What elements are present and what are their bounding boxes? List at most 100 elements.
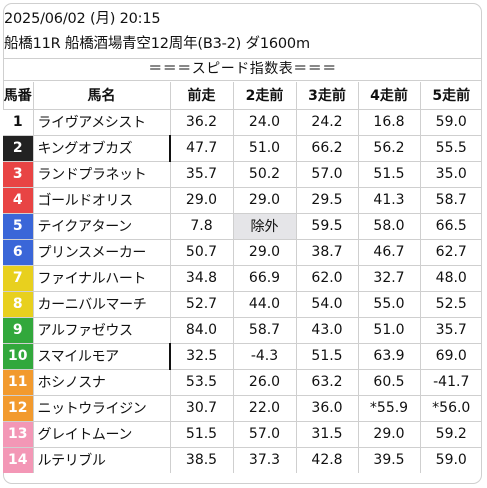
col-header-5back: 5走前 [419,82,482,110]
speed-index-1: 36.2 [169,108,234,136]
table-row: 13 グレイトムーン 51.5 57.0 31.5 29.0 59.2 [3,420,482,448]
speed-index-2: -4.3 [232,342,297,370]
speed-index-3: 42.8 [295,446,359,473]
speed-index-2: 29.0 [232,186,297,214]
horse-name: カーニバルマーチ [32,290,171,318]
table-row: 9 アルファゼウス 84.0 58.7 43.0 51.0 35.7 [3,316,482,344]
speed-index-1: 38.5 [169,446,234,473]
horse-number: 5 [3,212,34,240]
speed-index-4: *55.9 [357,394,421,422]
speed-index-2: 66.9 [232,264,297,292]
speed-index-1: 29.0 [169,186,234,214]
table-row: 7 ファイナルハート 34.8 66.9 62.0 32.7 48.0 [3,264,482,292]
horse-number: 2 [3,134,34,162]
horse-name: ニットウライジン [32,394,171,422]
speed-index-1: 30.7 [169,394,234,422]
horse-number: 13 [3,420,34,448]
header-row: 馬番 馬名 前走 2走前 3走前 4走前 5走前 [3,82,482,110]
speed-index-3: 38.7 [295,238,359,266]
speed-index-1: 7.8 [169,212,234,240]
speed-index-4: 29.0 [357,420,421,448]
speed-index-2: 除外 [232,212,297,240]
speed-index-2: 26.0 [232,368,297,396]
horse-number: 12 [3,394,34,422]
speed-index-3: 62.0 [295,264,359,292]
race-datetime: 2025/06/02 (月) 20:15 [4,11,161,27]
horse-name: キングオブカズ [32,134,171,162]
speed-index-4: 39.5 [357,446,421,473]
speed-index-4: 56.2 [357,134,421,162]
speed-index-1: 52.7 [169,290,234,318]
speed-index-3: 31.5 [295,420,359,448]
speed-index-5: *56.0 [419,394,482,422]
speed-index-4: 55.0 [357,290,421,318]
horse-number: 14 [3,446,34,473]
table-banner: ＝＝＝スピード指数表＝＝＝ [3,58,482,81]
speed-index-5: 59.0 [419,108,482,136]
speed-index-2: 44.0 [232,290,297,318]
speed-index-5: -41.7 [419,368,482,396]
horse-name: ファイナルハート [32,264,171,292]
table-row: 5 テイクアターン 7.8 除外 59.5 58.0 66.5 [3,212,482,240]
speed-index-1: 50.7 [169,238,234,266]
speed-index-3: 51.5 [295,342,359,370]
speed-index-4: 60.5 [357,368,421,396]
speed-index-5: 55.5 [419,134,482,162]
horse-number: 4 [3,186,34,214]
horse-number: 8 [3,290,34,318]
horse-name: ルテリブル [32,446,171,473]
speed-index-5: 52.5 [419,290,482,318]
speed-index-4: 63.9 [357,342,421,370]
speed-index-3: 29.5 [295,186,359,214]
speed-index-1: 84.0 [169,316,234,344]
speed-index-2: 58.7 [232,316,297,344]
speed-index-5: 35.0 [419,160,482,188]
horse-name: グレイトムーン [32,420,171,448]
speed-index-5: 59.2 [419,420,482,448]
speed-index-5: 59.0 [419,446,482,473]
horse-name: ライヴアメシスト [32,108,171,136]
col-header-4back: 4走前 [357,82,421,110]
speed-index-5: 35.7 [419,316,482,344]
speed-index-3: 36.0 [295,394,359,422]
speed-index-2: 50.2 [232,160,297,188]
horse-number: 11 [3,368,34,396]
horse-number: 9 [3,316,34,344]
speed-index-5: 48.0 [419,264,482,292]
speed-index-3: 57.0 [295,160,359,188]
horse-number: 6 [3,238,34,266]
table-row: 2 キングオブカズ 47.7 51.0 66.2 56.2 55.5 [3,134,482,162]
col-header-3back: 3走前 [295,82,359,110]
table-row: 6 プリンスメーカー 50.7 29.0 38.7 46.7 62.7 [3,238,482,266]
table-row: 8 カーニバルマーチ 52.7 44.0 54.0 55.0 52.5 [3,290,482,318]
speed-index-1: 47.7 [169,134,234,162]
horse-name: ホシノスナ [32,368,171,396]
horse-number: 1 [3,108,34,136]
speed-index-5: 62.7 [419,238,482,266]
speed-index-1: 53.5 [169,368,234,396]
horse-name: アルファゼウス [32,316,171,344]
col-header-2back: 2走前 [232,82,297,110]
table-row: 12 ニットウライジン 30.7 22.0 36.0 *55.9 *56.0 [3,394,482,422]
horse-name: ランドプラネット [32,160,171,188]
speed-index-3: 59.5 [295,212,359,240]
table-row: 4 ゴールドオリス 29.0 29.0 29.5 41.3 58.7 [3,186,482,214]
speed-index-3: 63.2 [295,368,359,396]
horse-number: 3 [3,160,34,188]
table-row: 10 スマイルモア 32.5 -4.3 51.5 63.9 69.0 [3,342,482,370]
speed-index-4: 51.0 [357,316,421,344]
horse-name: プリンスメーカー [32,238,171,266]
speed-index-2: 37.3 [232,446,297,473]
table-row: 14 ルテリブル 38.5 37.3 42.8 39.5 59.0 [3,446,482,473]
table-row: 11 ホシノスナ 53.5 26.0 63.2 60.5 -41.7 [3,368,482,396]
speed-index-2: 29.0 [232,238,297,266]
speed-index-5: 58.7 [419,186,482,214]
horse-name: テイクアターン [32,212,171,240]
speed-index-table: 馬番 馬名 前走 2走前 3走前 4走前 5走前 1 ライヴアメシスト 36.2 24… [3,82,482,473]
speed-index-3: 66.2 [295,134,359,162]
col-header-name: 馬名 [32,82,171,110]
speed-index-3: 43.0 [295,316,359,344]
table-row: 1 ライヴアメシスト 36.2 24.0 24.2 16.8 59.0 [3,108,482,136]
race-title: 船橋11R 船橋酒場青空12周年(B3-2) ダ1600m [4,36,310,52]
speed-index-4: 46.7 [357,238,421,266]
